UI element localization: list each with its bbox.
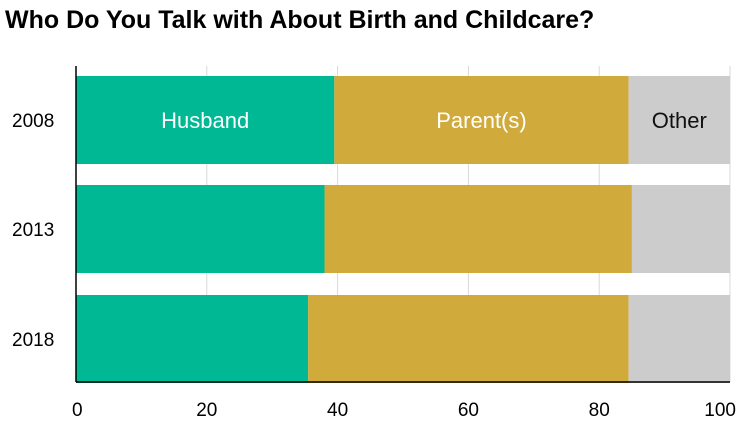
bar-label-parent-s: Parent(s) [436, 108, 526, 133]
bar-2018-other [628, 295, 730, 383]
x-tick-label-100: 100 [704, 400, 736, 421]
x-tick-label-0: 0 [72, 400, 83, 421]
bar-2013-other [631, 185, 730, 273]
category-label-2008: 2008 [12, 111, 54, 132]
chart-title: Who Do You Talk with About Birth and Chi… [5, 6, 595, 34]
bar-2018-husband [76, 295, 309, 383]
bar-2013-parent-s [324, 185, 632, 273]
x-tick-label-80: 80 [589, 400, 610, 421]
bar-2018-parent-s [308, 295, 629, 383]
bar-2013-husband [76, 185, 325, 273]
x-tick-label-60: 60 [458, 400, 479, 421]
bar-2008-parent-s [334, 76, 629, 164]
x-tick-label-20: 20 [196, 400, 217, 421]
bar-label-husband: Husband [161, 108, 249, 133]
bar-2008-husband [76, 76, 335, 164]
bar-label-other: Other [652, 108, 707, 133]
bar-2008-other [628, 76, 730, 164]
x-tick-label-40: 40 [327, 400, 348, 421]
category-label-2018: 2018 [12, 330, 54, 351]
category-label-2013: 2013 [12, 220, 54, 241]
